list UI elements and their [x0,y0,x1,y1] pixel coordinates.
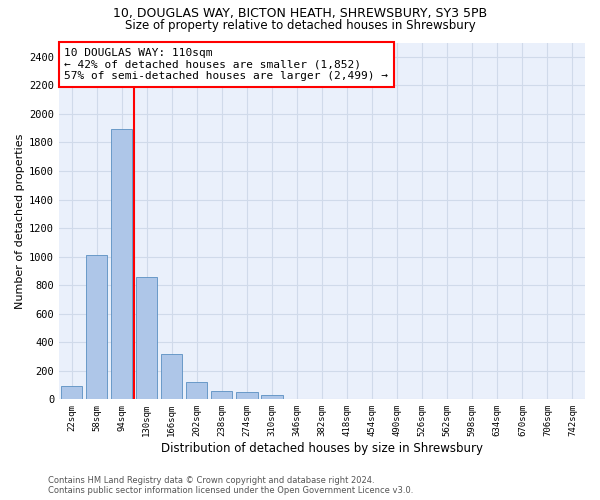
Bar [211,391,232,400]
Text: 10, DOUGLAS WAY, BICTON HEATH, SHREWSBURY, SY3 5PB: 10, DOUGLAS WAY, BICTON HEATH, SHREWSBUR… [113,8,487,20]
Bar [136,276,157,400]
Text: Size of property relative to detached houses in Shrewsbury: Size of property relative to detached ho… [125,18,475,32]
Bar [261,395,283,400]
Bar [61,386,82,400]
Y-axis label: Number of detached properties: Number of detached properties [15,133,25,308]
Bar [186,382,208,400]
Bar [86,255,107,400]
Text: Contains HM Land Registry data © Crown copyright and database right 2024.
Contai: Contains HM Land Registry data © Crown c… [48,476,413,495]
Bar [111,129,132,400]
X-axis label: Distribution of detached houses by size in Shrewsbury: Distribution of detached houses by size … [161,442,483,455]
Bar [161,354,182,400]
Bar [236,392,257,400]
Text: 10 DOUGLAS WAY: 110sqm
← 42% of detached houses are smaller (1,852)
57% of semi-: 10 DOUGLAS WAY: 110sqm ← 42% of detached… [64,48,388,81]
